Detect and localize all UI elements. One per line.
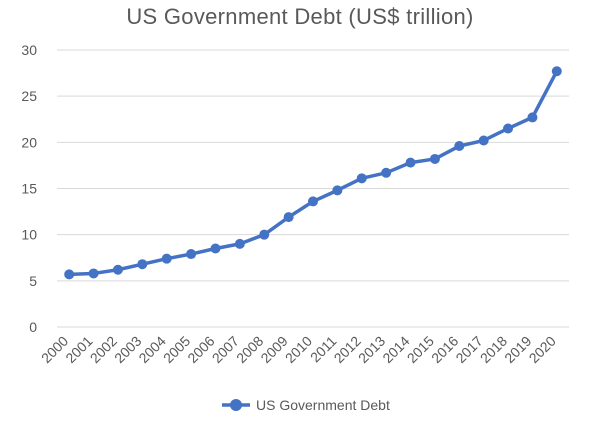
legend-marker	[230, 399, 242, 411]
data-point	[454, 141, 465, 152]
data-point	[551, 66, 562, 77]
data-point	[186, 249, 197, 260]
data-point	[429, 153, 440, 164]
y-tick-label: 25	[21, 88, 37, 104]
x-tick-label: 2020	[526, 333, 559, 366]
data-point	[88, 268, 99, 279]
x-tick-label: 2011	[307, 333, 340, 366]
x-axis: 2000200120022003200420052006200720082009…	[38, 333, 559, 366]
legend-label: US Government Debt	[256, 397, 390, 413]
y-tick-label: 30	[21, 42, 37, 58]
data-point	[478, 135, 489, 146]
data-point	[210, 243, 221, 254]
data-point	[234, 238, 245, 249]
data-point	[137, 259, 148, 270]
data-point	[259, 229, 270, 240]
series-line	[67, 69, 559, 277]
data-point	[161, 253, 172, 264]
chart-title: US Government Debt (US$ trillion)	[126, 4, 474, 29]
data-point	[527, 112, 538, 123]
y-tick-label: 15	[21, 181, 37, 197]
data-point	[381, 167, 392, 178]
data-point	[112, 264, 123, 275]
series	[64, 66, 562, 280]
y-axis: 0 5 10 15 20 25 30	[21, 42, 37, 335]
legend: US Government Debt	[222, 397, 390, 413]
data-point	[64, 269, 75, 280]
y-tick-label: 20	[21, 134, 37, 150]
data-point	[283, 212, 294, 223]
gridlines	[57, 49, 569, 328]
y-tick-label: 5	[29, 273, 37, 289]
data-point	[503, 123, 514, 134]
data-point	[332, 185, 343, 196]
y-tick-label: 10	[21, 227, 37, 243]
data-point	[405, 157, 416, 168]
data-point	[308, 196, 318, 207]
y-tick-label: 0	[29, 319, 37, 335]
data-point	[356, 173, 367, 184]
